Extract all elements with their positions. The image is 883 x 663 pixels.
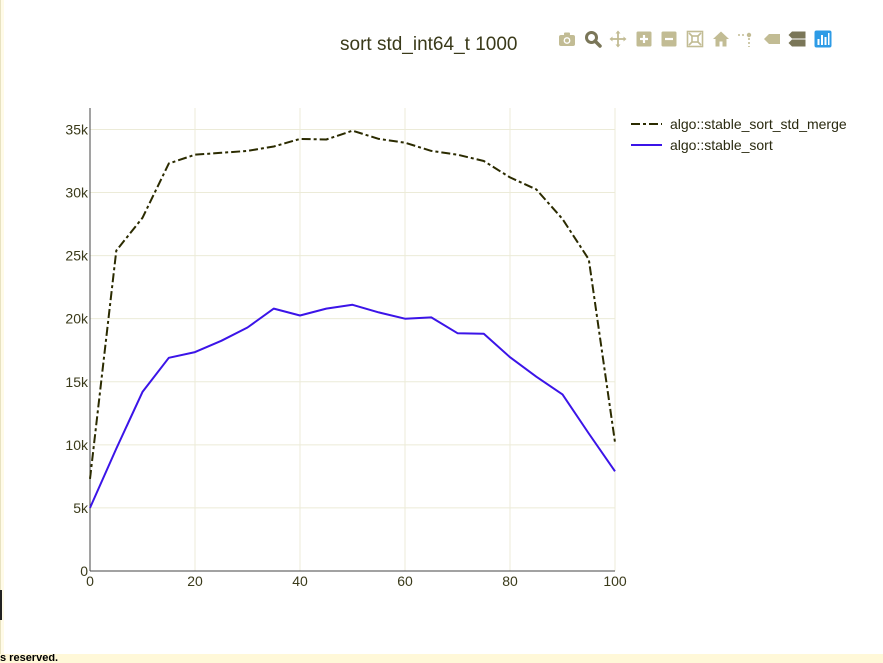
spike-icon: [738, 32, 752, 47]
download-plot-button[interactable]: [556, 28, 578, 50]
left-page-border: [0, 0, 1, 654]
hover-closest-button[interactable]: [761, 28, 783, 50]
axes: [89, 108, 615, 572]
x-tick-label: 40: [292, 573, 308, 589]
series-line-1: [89, 303, 616, 509]
camera-icon: [559, 32, 575, 46]
reset-axes-button[interactable]: [710, 28, 732, 50]
grid-lines: [90, 108, 616, 571]
y-tick-label: 10k: [65, 437, 89, 453]
series-line-0: [89, 129, 616, 480]
y-tick-label: 35k: [65, 121, 89, 137]
legend-label-1: algo::stable_sort: [670, 137, 773, 153]
x-tick-label: 0: [86, 573, 94, 589]
tick-labels: 0 20 40 60 80 100 0 5k 10k 15k 20k 25k 30k 35k: [65, 121, 626, 589]
y-tick-label: 15k: [65, 374, 89, 390]
tag-icon: [763, 34, 780, 44]
home-icon: [712, 31, 729, 47]
x-tick-label: 60: [397, 573, 413, 589]
zoom-out-button[interactable]: [658, 28, 680, 50]
magnifier-icon: [584, 31, 602, 48]
y-tick-label: 25k: [65, 248, 89, 264]
footer-strip: s reserved.: [0, 654, 883, 663]
y-tick-label: 20k: [65, 311, 89, 327]
legend[interactable]: algo::stable_sort_std_mergealgo::stable_…: [631, 116, 847, 153]
pan-button[interactable]: [607, 28, 629, 50]
autoscale-button[interactable]: [684, 28, 706, 50]
plotly-logo-icon: [814, 30, 832, 48]
plot-area-card: [4, 0, 883, 654]
hover-compare-button[interactable]: [786, 28, 808, 50]
footer-text: s reserved.: [0, 654, 59, 663]
x-tick-label: 20: [187, 573, 203, 589]
left-edge-marker: [0, 590, 2, 620]
autoscale-icon: [686, 30, 704, 48]
plotly-logo-button[interactable]: [812, 28, 834, 50]
minus-icon: [661, 31, 677, 47]
x-tick-label: 100: [603, 573, 627, 589]
chart-title: sort std_int64_t 1000: [340, 34, 518, 55]
zoom-button[interactable]: [582, 28, 604, 50]
plus-icon: [636, 31, 652, 47]
x-tick-label: 80: [502, 573, 518, 589]
zoom-in-button[interactable]: [633, 28, 655, 50]
spike-lines-button[interactable]: [735, 28, 757, 50]
series-group: [89, 129, 616, 509]
legend-label-0: algo::stable_sort_std_merge: [670, 116, 847, 132]
y-tick-label: 0: [80, 563, 88, 579]
modebar: [556, 28, 838, 50]
y-tick-label: 30k: [65, 185, 89, 201]
move-icon: [609, 30, 627, 48]
compare-icon: [788, 31, 806, 47]
y-tick-label: 5k: [73, 500, 89, 516]
